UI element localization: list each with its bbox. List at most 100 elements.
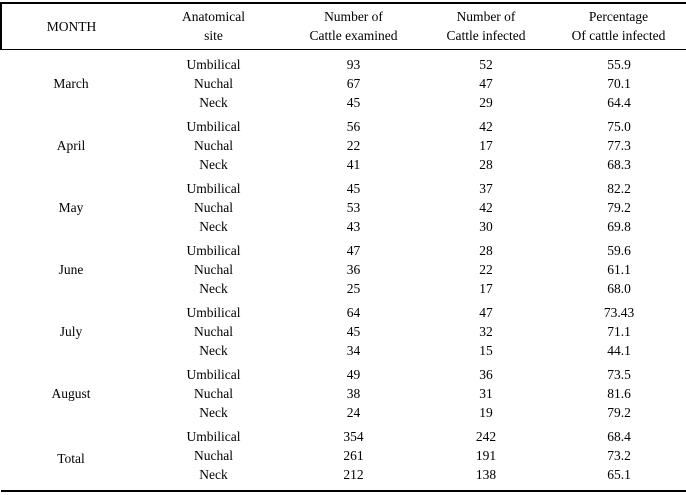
site-cell: Umbilical: [186, 429, 241, 445]
site-cell: Nuchal: [194, 138, 233, 154]
infected-cell: 37: [479, 181, 493, 197]
percentage-cell: 82.2: [607, 181, 631, 197]
examined-cell: 261: [343, 448, 364, 464]
infected-cell: 47: [479, 305, 493, 321]
infected-cell: 31: [479, 386, 493, 402]
site-cell: Nuchal: [194, 262, 233, 278]
table-header: MONTH Anatomical site Number of Cattle e…: [0, 3, 686, 51]
infected-cell: 47: [479, 76, 493, 92]
infected-cell: 52: [479, 57, 493, 73]
examined-cell: 93: [346, 57, 361, 73]
site-cell: Nuchal: [194, 324, 233, 340]
percentage-cell: 73.43: [603, 305, 635, 321]
infected-cell: 42: [479, 119, 493, 135]
examined-cell: 34: [346, 343, 361, 359]
month-cell: June: [58, 262, 84, 278]
month-cell: August: [51, 386, 91, 402]
examined-cell: 354: [343, 429, 364, 445]
site-cell: Umbilical: [186, 243, 241, 259]
percentage-cell: 69.8: [607, 219, 631, 235]
percentage-cell: 79.2: [607, 405, 631, 421]
infected-cell: 17: [479, 138, 493, 154]
month-cell: May: [58, 200, 84, 216]
table-row: Neck 43 30 69.8: [1, 217, 686, 236]
table-row: Nuchal 261 191 73.2: [1, 446, 686, 465]
site-cell: Umbilical: [186, 181, 241, 197]
site-cell: Neck: [199, 95, 228, 111]
table-row: March Umbilical 93 52 55.9: [1, 50, 686, 91]
header-row: MONTH Anatomical site Number of Cattle e…: [0, 3, 686, 51]
month-cell: Total: [57, 451, 85, 467]
site-cell: Neck: [199, 467, 228, 483]
header-anatomical-site: Anatomical site: [141, 3, 286, 51]
site-cell: Umbilical: [186, 57, 241, 73]
percentage-cell: 68.4: [607, 429, 631, 445]
table-row: Neck 34 15 44.1: [1, 341, 686, 360]
table-row: June Umbilical 47 28 59.6: [1, 236, 686, 277]
table-row: May Umbilical 45 37 82.2: [1, 174, 686, 215]
examined-cell: 67: [346, 76, 361, 92]
infected-cell: 138: [475, 467, 497, 483]
site-cell: Neck: [199, 157, 228, 173]
examined-cell: 47: [346, 243, 361, 259]
header-percentage-infected: Percentage Of cattle infected: [551, 3, 686, 51]
examined-cell: 64: [346, 305, 361, 321]
table-row: Neck 212 138 65.1: [1, 465, 686, 491]
infected-cell: 28: [479, 157, 493, 173]
site-cell: Umbilical: [186, 367, 241, 383]
infected-cell: 191: [475, 448, 497, 464]
examined-cell: 53: [346, 200, 361, 216]
infected-cell: 29: [479, 95, 493, 111]
percentage-cell: 44.1: [607, 343, 631, 359]
table-body: March Umbilical 93 52 55.9 Nuchal 67 47 70.1 Neck…: [1, 50, 686, 492]
percentage-cell: 73.5: [607, 367, 631, 383]
percentage-cell: 75.0: [607, 119, 631, 135]
table-row: Neck 45 29 64.4: [1, 93, 686, 112]
infected-cell: 32: [479, 324, 493, 340]
site-cell: Neck: [199, 219, 228, 235]
percentage-cell: 59.6: [607, 243, 631, 259]
infected-cell: 15: [479, 343, 493, 359]
site-cell: Neck: [199, 405, 228, 421]
percentage-cell: 81.6: [607, 386, 631, 402]
infected-cell: 17: [479, 281, 493, 297]
examined-cell: 41: [346, 157, 361, 173]
header-month: MONTH: [0, 3, 141, 51]
examined-cell: 212: [343, 467, 364, 483]
percentage-cell: 61.1: [607, 262, 631, 278]
table-row: Neck 25 17 68.0: [1, 279, 686, 298]
examined-cell: 38: [346, 386, 361, 402]
examined-cell: 56: [346, 119, 361, 135]
table-row: July Umbilical 64 47 73.43: [1, 298, 686, 339]
table-row: Nuchal 22 17 77.3: [1, 136, 686, 155]
table-row: Nuchal 67 47 70.1: [1, 74, 686, 93]
percentage-cell: 70.1: [607, 76, 631, 92]
percentage-cell: 55.9: [607, 57, 631, 73]
infected-cell: 242: [475, 429, 497, 445]
examined-cell: 45: [346, 324, 361, 340]
month-cell: July: [59, 324, 83, 340]
examined-cell: 43: [346, 219, 361, 235]
site-cell: Neck: [199, 343, 228, 359]
table-row: Neck 41 28 68.3: [1, 155, 686, 174]
table-row: Neck 24 19 79.2: [1, 403, 686, 422]
examined-cell: 22: [346, 138, 361, 154]
site-cell: Nuchal: [194, 200, 233, 216]
examined-cell: 25: [346, 281, 361, 297]
examined-cell: 49: [346, 367, 361, 383]
site-cell: Nuchal: [194, 448, 233, 464]
percentage-cell: 68.0: [607, 281, 631, 297]
examined-cell: 45: [346, 181, 361, 197]
table-row: Total Umbilical 354 242 68.4: [1, 422, 686, 466]
infected-cell: 19: [479, 405, 493, 421]
examined-cell: 24: [346, 405, 361, 421]
site-cell: Neck: [199, 281, 228, 297]
site-cell: Nuchal: [194, 76, 233, 92]
examined-cell: 45: [346, 95, 361, 111]
table-row: Nuchal 38 31 81.6: [1, 384, 686, 403]
infected-cell: 36: [479, 367, 493, 383]
table-row: April Umbilical 56 42 75.0: [1, 112, 686, 153]
site-cell: Umbilical: [186, 119, 241, 135]
header-cattle-examined: Number of Cattle examined: [286, 3, 421, 51]
